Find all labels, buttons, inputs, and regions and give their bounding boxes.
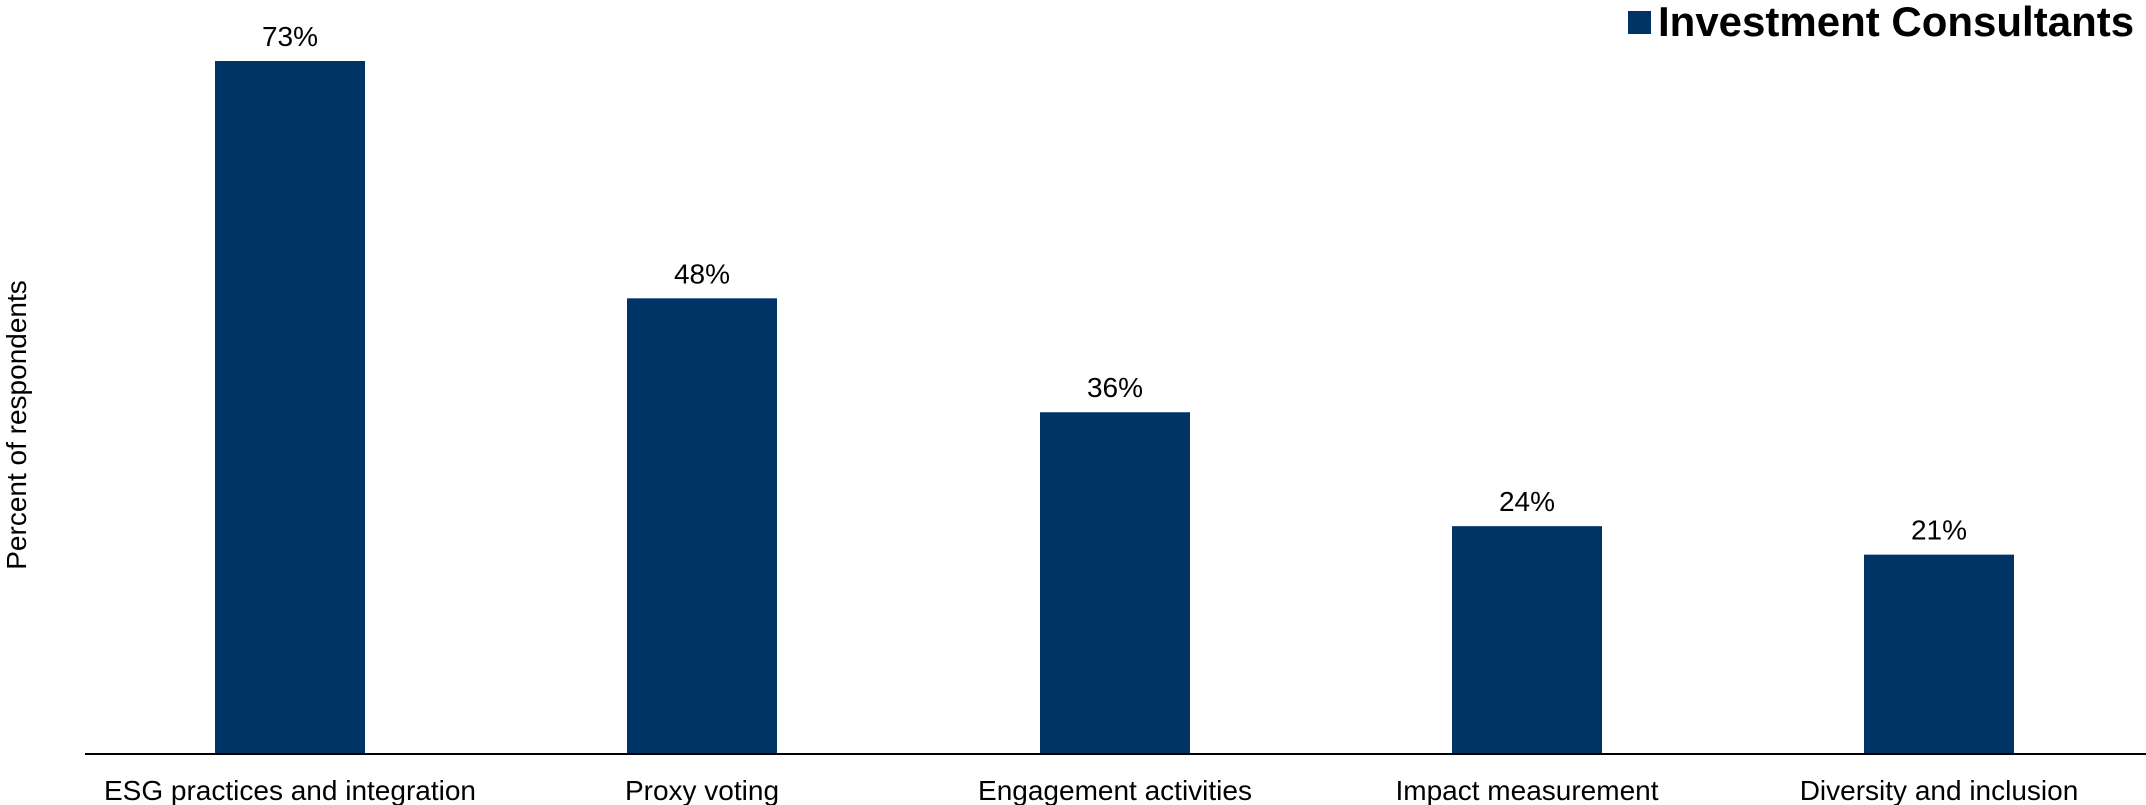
- bar-value-label: 36%: [1087, 372, 1143, 403]
- legend: Investment Consultants: [1628, 0, 2134, 45]
- x-tick-label: Engagement activities: [978, 775, 1252, 805]
- bar-value-label: 73%: [262, 21, 318, 52]
- x-tick-label: Proxy voting: [625, 775, 779, 805]
- bar-value-label: 21%: [1911, 515, 1967, 546]
- y-axis-title: Percent of respondents: [1, 280, 32, 570]
- x-tick-label: Impact measurement: [1396, 775, 1659, 805]
- legend-swatch: [1628, 11, 1651, 34]
- bar: [1040, 412, 1190, 754]
- legend-label: Investment Consultants: [1658, 0, 2134, 45]
- data-label-group: 73% 48% 36% 24% 21%: [262, 21, 1967, 546]
- bar-value-label: 48%: [674, 258, 730, 289]
- bar: [1452, 526, 1602, 754]
- x-tick-label-group: ESG practices and integration Proxy votin…: [104, 775, 2078, 805]
- bar: [627, 298, 777, 754]
- bar-group: [215, 61, 2014, 754]
- bar-value-label: 24%: [1499, 486, 1555, 517]
- x-tick-label: Diversity and inclusion: [1800, 775, 2079, 805]
- x-tick-label: ESG practices and integration: [104, 775, 476, 805]
- bar: [1864, 554, 2014, 754]
- bar: [215, 61, 365, 754]
